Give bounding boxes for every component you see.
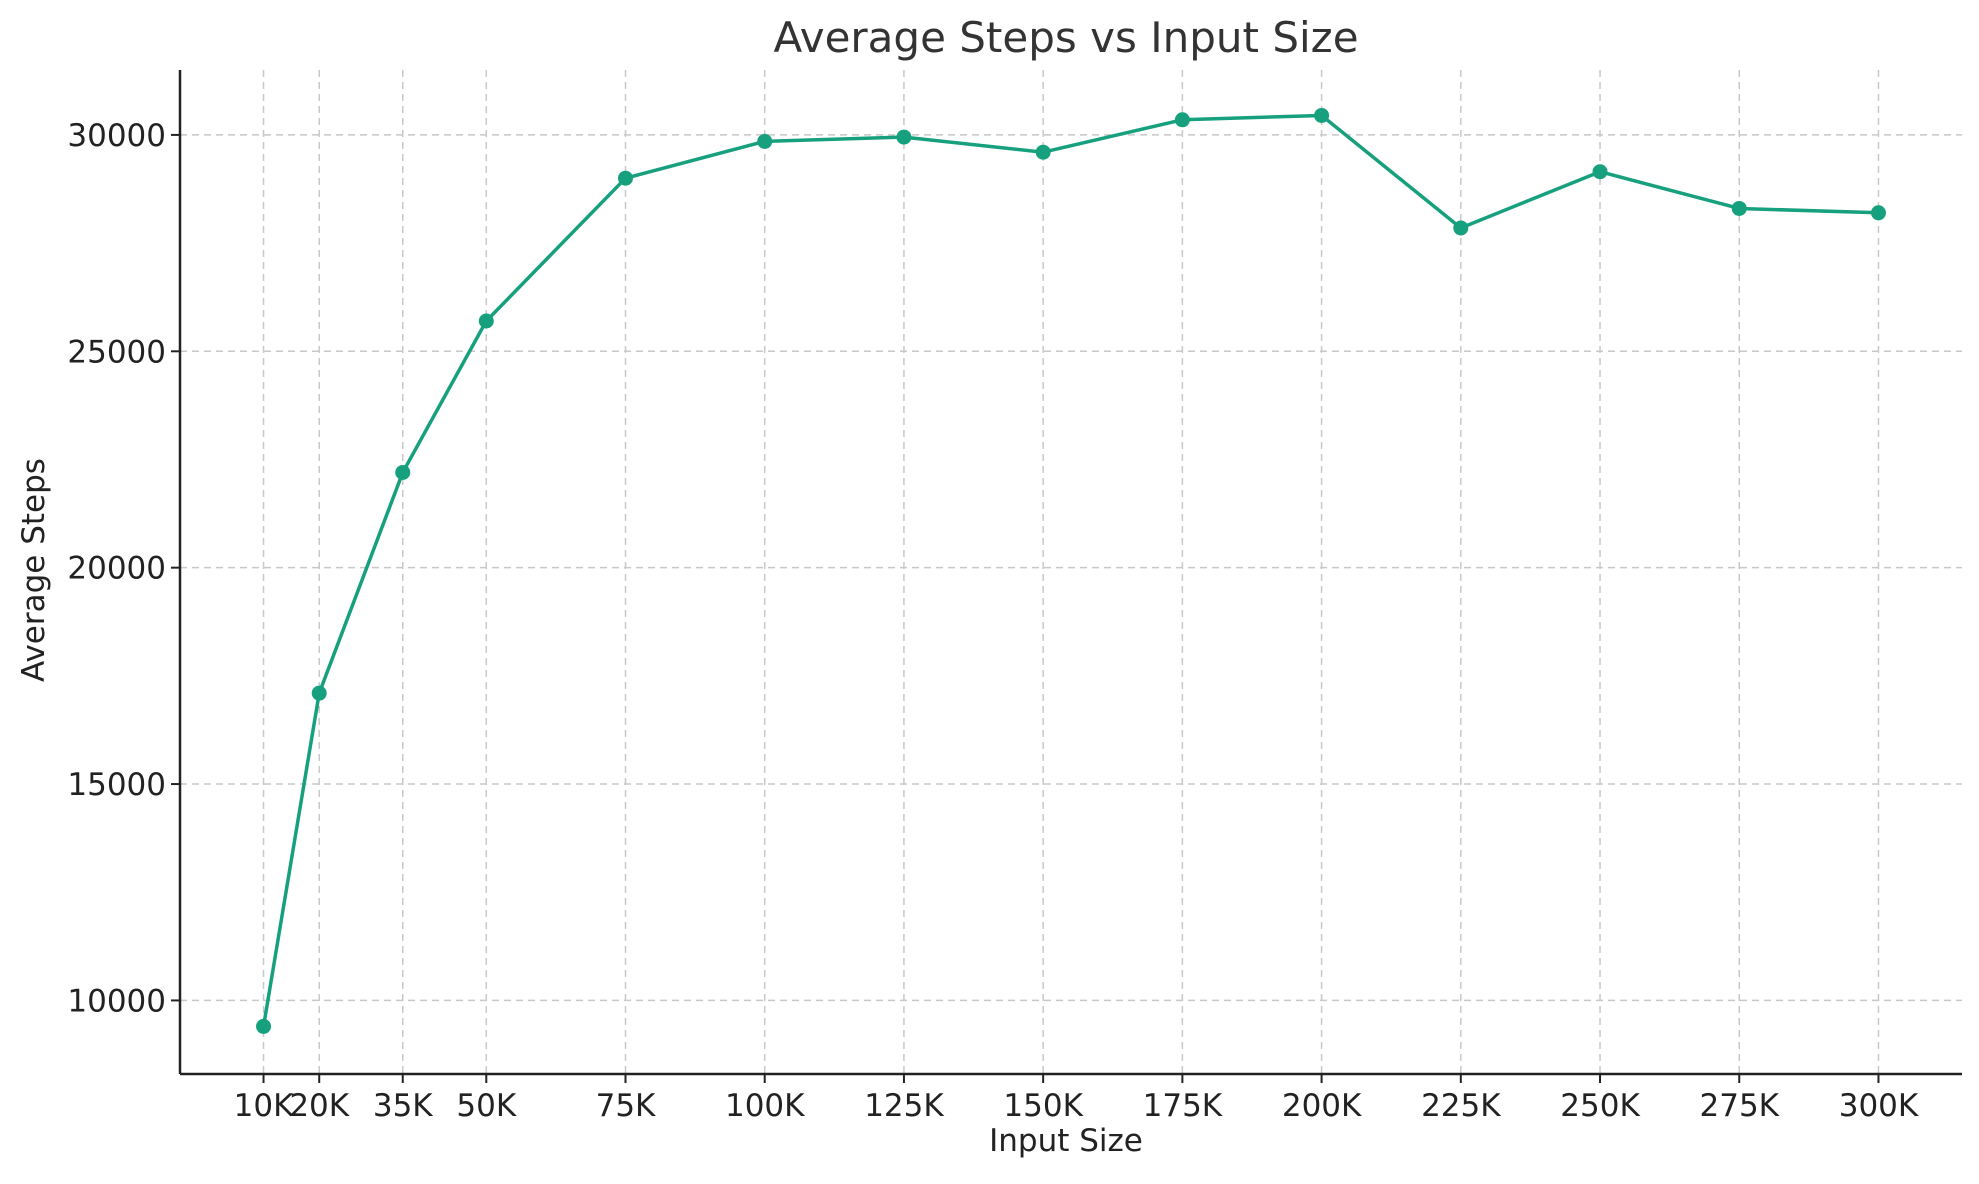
series-layer — [256, 107, 1886, 1034]
y-tick-label: 25000 — [67, 334, 166, 370]
x-tick-label: 10K — [234, 1088, 294, 1124]
data-point — [256, 1018, 272, 1034]
x-tick-label: 175K — [1143, 1088, 1223, 1124]
data-point — [896, 129, 912, 145]
x-tick-label: 125K — [864, 1088, 944, 1124]
x-tick-label: 75K — [596, 1088, 656, 1124]
x-tick-label: 225K — [1421, 1088, 1501, 1124]
data-point — [618, 170, 633, 186]
x-tick-label: 250K — [1560, 1088, 1640, 1124]
y-tick-label: 10000 — [67, 983, 166, 1019]
y-tick-label: 15000 — [67, 767, 166, 803]
chart-title: Average Steps vs Input Size — [773, 13, 1358, 62]
y-tick-label: 20000 — [67, 551, 166, 587]
data-point — [757, 133, 773, 149]
data-point — [1453, 220, 1469, 236]
y-tick-label: 30000 — [67, 118, 166, 154]
x-tick-label: 200K — [1282, 1088, 1362, 1124]
data-point — [311, 685, 327, 701]
data-point — [1174, 112, 1190, 128]
data-point — [1731, 200, 1747, 216]
x-tick-label: 150K — [1003, 1088, 1083, 1124]
data-point — [1035, 144, 1051, 160]
data-point — [1314, 107, 1330, 123]
x-tick-label: 275K — [1700, 1088, 1780, 1124]
x-tick-label: 300K — [1839, 1088, 1919, 1124]
data-point — [1592, 164, 1608, 180]
series-line — [261, 113, 1881, 1029]
x-tick-label: 100K — [725, 1088, 805, 1124]
y-axis-label: Average Steps — [16, 458, 52, 682]
x-tick-label: 20K — [289, 1088, 349, 1124]
x-axis-label: Input Size — [989, 1123, 1143, 1159]
labels-layer: Average Steps vs Input Size Input Size A… — [16, 13, 1359, 1159]
data-point — [1870, 205, 1886, 221]
grid-lines — [180, 70, 1962, 1074]
data-point — [395, 464, 411, 480]
x-tick-label: 50K — [456, 1088, 516, 1124]
data-point — [478, 313, 494, 329]
x-tick-label: 35K — [373, 1088, 433, 1124]
